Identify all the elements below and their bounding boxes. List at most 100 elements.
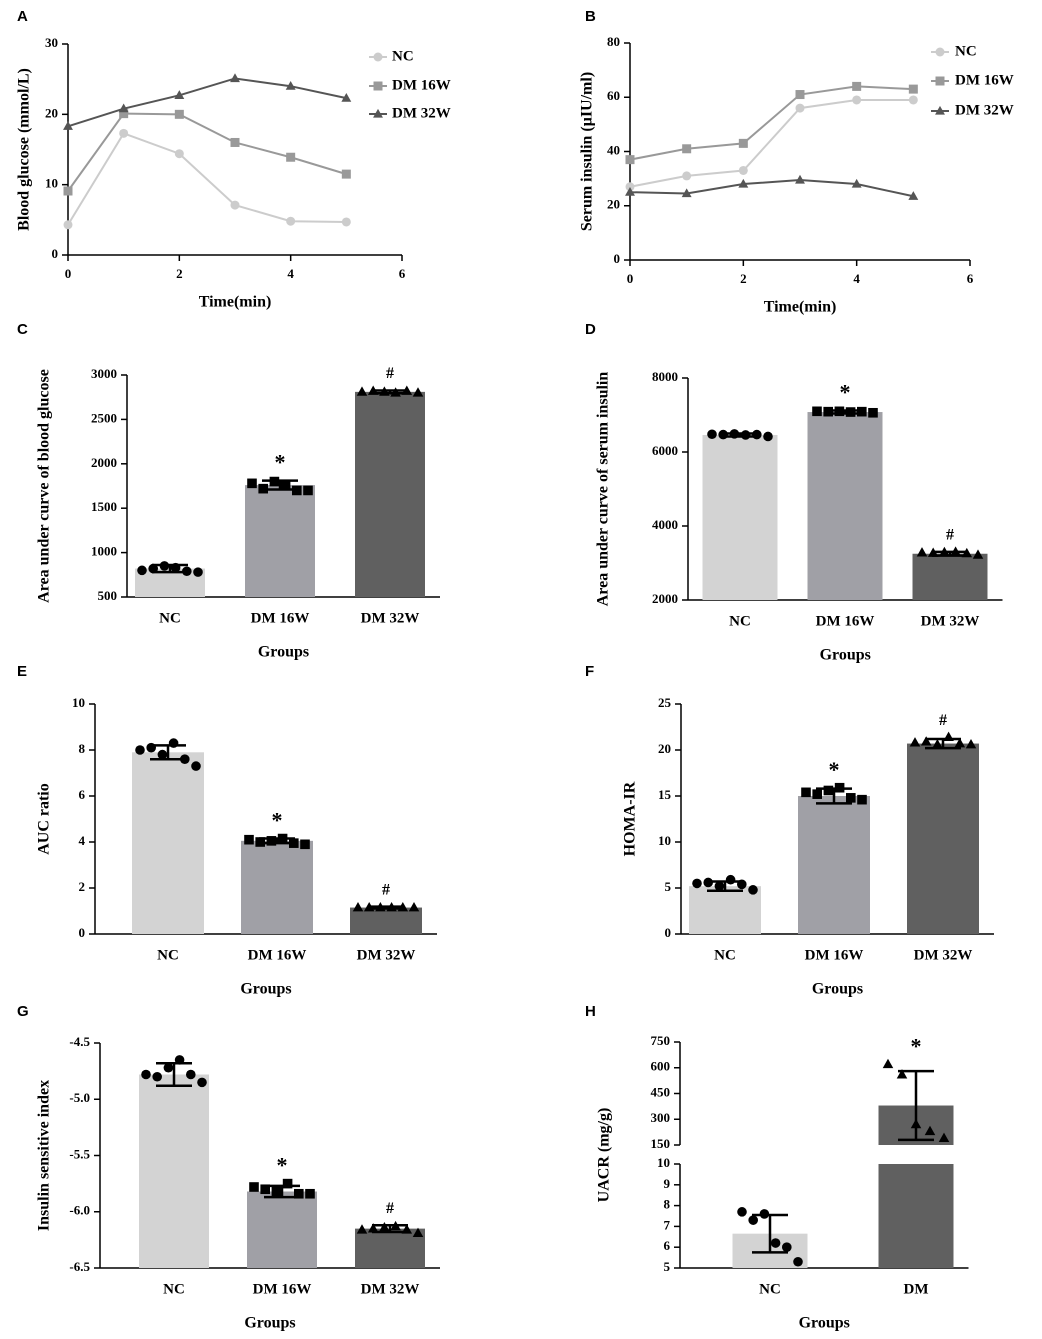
data-point bbox=[292, 485, 302, 496]
data-point bbox=[408, 902, 420, 912]
data-point bbox=[352, 902, 364, 912]
annotation: * bbox=[840, 380, 851, 405]
y-tick-label: 8000 bbox=[652, 369, 678, 384]
y-tick-label: 6 bbox=[79, 787, 86, 802]
data-point bbox=[412, 1227, 424, 1237]
data-point bbox=[300, 839, 310, 850]
data-point bbox=[834, 782, 845, 793]
annotation: # bbox=[386, 1200, 394, 1217]
x-tick-label: 4 bbox=[287, 266, 294, 281]
data-point bbox=[823, 406, 833, 417]
y-tick-label: -4.5 bbox=[69, 1034, 90, 1049]
y-tick-label: -6.0 bbox=[69, 1203, 90, 1218]
data-point bbox=[159, 561, 170, 571]
x-tick-label: DM 32W bbox=[361, 1281, 420, 1297]
panel-label: H bbox=[585, 1003, 596, 1020]
data-point bbox=[965, 738, 977, 749]
y-axis-label: Insulin sensitive index bbox=[36, 1080, 53, 1231]
series-line bbox=[67, 77, 347, 128]
point bbox=[795, 103, 805, 113]
data-point bbox=[157, 749, 168, 760]
annotation: * bbox=[829, 757, 840, 782]
data-point bbox=[748, 885, 758, 895]
data-point bbox=[412, 387, 424, 397]
data-point bbox=[244, 834, 254, 845]
data-point bbox=[367, 1223, 379, 1233]
point bbox=[341, 169, 351, 179]
y-tick-label: -6.5 bbox=[69, 1259, 90, 1274]
x-tick-label: NC bbox=[729, 613, 751, 629]
data-point bbox=[801, 787, 811, 798]
y-tick-label: 8 bbox=[79, 741, 86, 756]
data-point bbox=[266, 836, 277, 846]
data-point bbox=[163, 1062, 174, 1073]
point bbox=[625, 182, 635, 192]
x-tick-label: DM 16W bbox=[805, 947, 864, 963]
bar bbox=[798, 796, 870, 934]
data-point bbox=[271, 1186, 282, 1197]
data-point bbox=[910, 1118, 922, 1129]
y-tick-label: 15 bbox=[658, 787, 672, 802]
x-tick-label: NC bbox=[163, 1281, 185, 1297]
x-axis-label: Time(min) bbox=[199, 294, 272, 311]
data-point bbox=[260, 1184, 270, 1195]
data-point bbox=[386, 902, 397, 912]
point bbox=[908, 191, 919, 200]
data-point bbox=[180, 754, 190, 764]
series-line bbox=[67, 132, 347, 226]
bar bbox=[245, 485, 315, 597]
y-tick-label: 10 bbox=[72, 695, 85, 710]
panel-label: A bbox=[17, 8, 28, 25]
legend-label: NC bbox=[392, 48, 414, 64]
y-tick-label: -5.0 bbox=[69, 1090, 90, 1105]
data-point bbox=[924, 1125, 936, 1136]
data-point bbox=[282, 1178, 293, 1189]
y-tick-label: 600 bbox=[651, 1059, 671, 1074]
point bbox=[63, 121, 73, 130]
data-point bbox=[148, 563, 158, 574]
data-point bbox=[703, 877, 713, 888]
point bbox=[174, 90, 185, 99]
y-tick-label: 25 bbox=[658, 695, 672, 710]
data-point bbox=[277, 833, 288, 844]
data-point bbox=[367, 385, 379, 395]
data-point bbox=[692, 878, 702, 889]
point bbox=[230, 137, 240, 147]
annotation: # bbox=[946, 527, 954, 544]
x-axis-label: Groups bbox=[799, 1315, 850, 1332]
bar bbox=[355, 1228, 425, 1268]
data-point bbox=[729, 429, 740, 439]
x-tick-label: DM 16W bbox=[248, 947, 307, 963]
y-tick-label: 5 bbox=[665, 879, 672, 894]
y-tick-label: 4000 bbox=[652, 517, 678, 532]
y-tick-label: 3000 bbox=[91, 366, 117, 381]
point bbox=[118, 103, 129, 113]
data-point bbox=[197, 1077, 207, 1088]
x-tick-label: DM 32W bbox=[914, 947, 973, 963]
data-point bbox=[718, 429, 728, 440]
annotation: # bbox=[382, 881, 390, 898]
bar bbox=[350, 907, 422, 934]
data-point bbox=[857, 794, 867, 805]
point bbox=[625, 155, 635, 165]
y-tick-label: 2500 bbox=[91, 410, 117, 425]
bar bbox=[689, 886, 761, 934]
annotation: # bbox=[939, 712, 947, 729]
x-tick-label: NC bbox=[714, 947, 736, 963]
point bbox=[230, 73, 240, 83]
y-tick-label: 2000 bbox=[91, 455, 117, 470]
y-tick-label: 20 bbox=[658, 741, 671, 756]
point bbox=[908, 95, 918, 105]
data-point bbox=[920, 736, 932, 746]
y-tick-label: 8 bbox=[664, 1197, 671, 1212]
data-point bbox=[356, 386, 368, 396]
x-tick-label: DM bbox=[904, 1281, 929, 1297]
point bbox=[681, 188, 692, 198]
data-point bbox=[909, 737, 921, 747]
y-tick-label: 0 bbox=[665, 925, 672, 940]
series-line bbox=[629, 178, 914, 198]
point bbox=[852, 95, 862, 105]
data-point bbox=[401, 1224, 413, 1234]
y-tick-label: 30 bbox=[45, 35, 58, 50]
